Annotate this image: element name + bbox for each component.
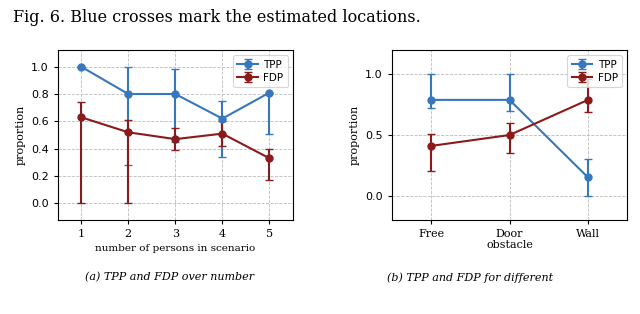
Legend: TPP, FDP: TPP, FDP	[233, 56, 288, 87]
Text: Fig. 6. Blue crosses mark the estimated locations.: Fig. 6. Blue crosses mark the estimated …	[13, 9, 420, 26]
Y-axis label: proportion: proportion	[349, 105, 360, 165]
Text: (a) TPP and FDP over number: (a) TPP and FDP over number	[85, 272, 254, 283]
Legend: TPP, FDP: TPP, FDP	[568, 56, 622, 87]
Y-axis label: proportion: proportion	[15, 105, 25, 165]
X-axis label: number of persons in scenario: number of persons in scenario	[95, 244, 255, 253]
Text: (b) TPP and FDP for different: (b) TPP and FDP for different	[387, 272, 554, 283]
